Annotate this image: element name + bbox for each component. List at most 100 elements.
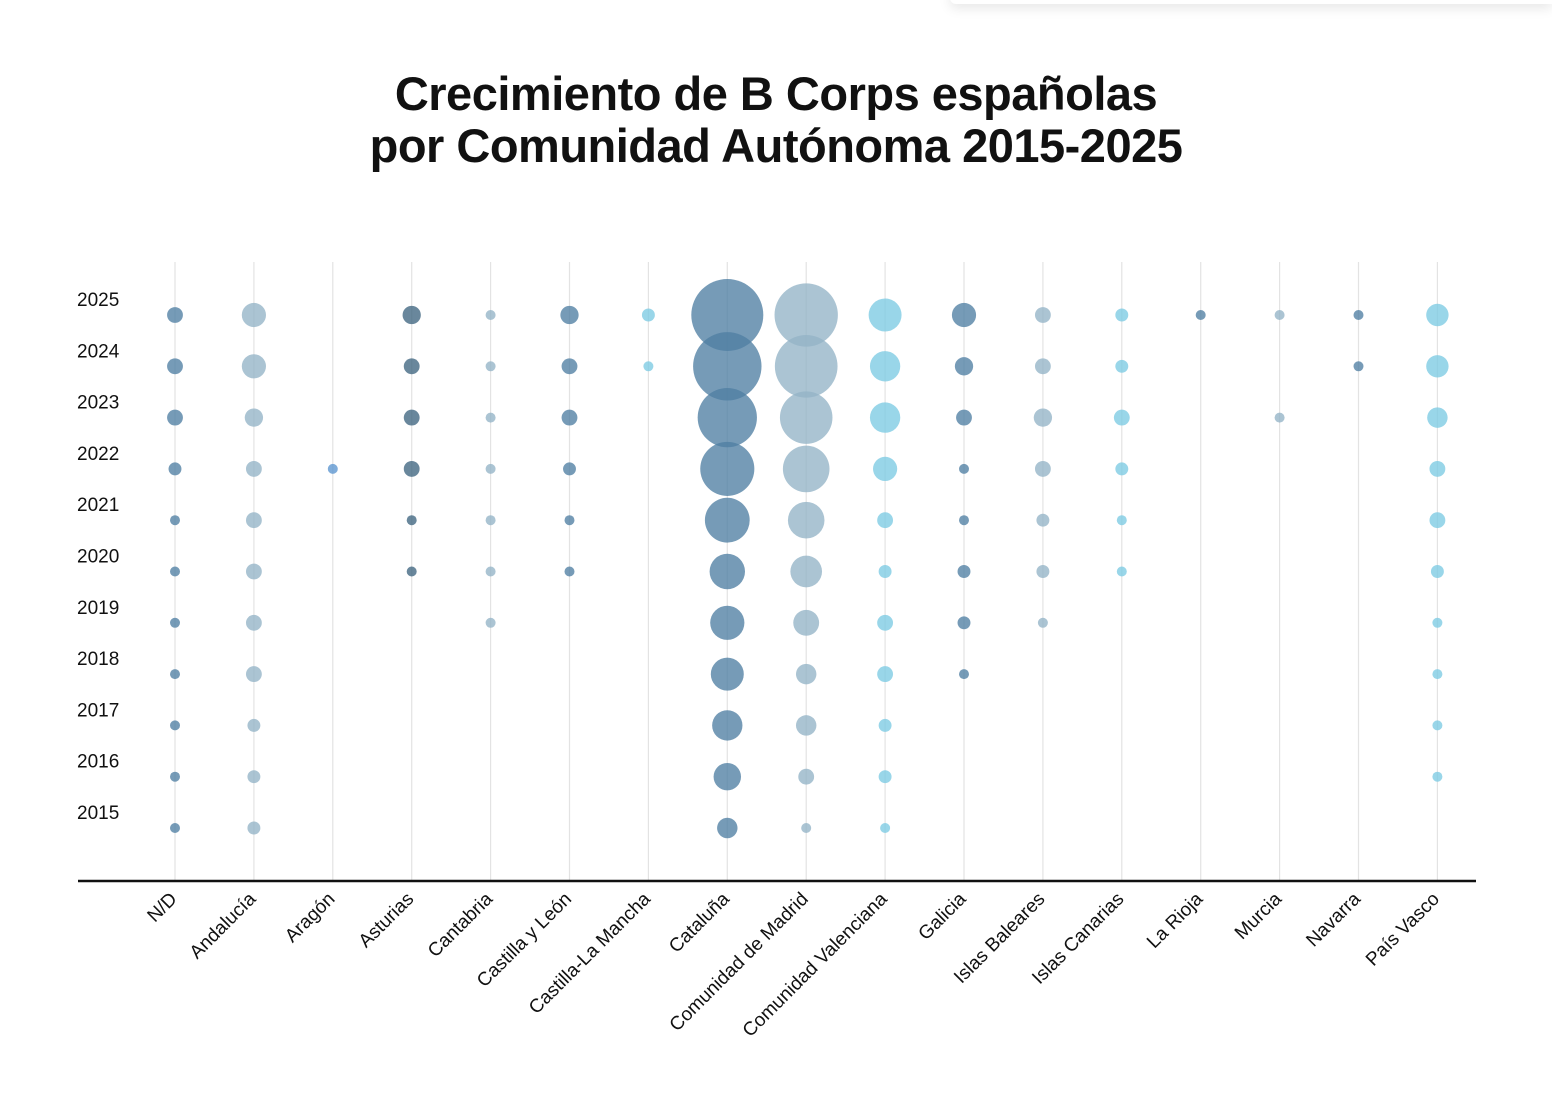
bubble-n-d-2024 xyxy=(167,358,183,375)
y-tick-2023: 2023 xyxy=(77,393,119,414)
bubble-castilla-la-mancha-2024 xyxy=(643,361,654,372)
x-tick-andalucia: Andalucía xyxy=(186,888,261,963)
bubble-comunidad-de-madrid-2023 xyxy=(779,391,833,444)
bubble-pais-vasco-2021 xyxy=(1429,512,1446,529)
bubble-comunidad-valenciana-2015 xyxy=(880,823,891,833)
bubble-cataluna-2019 xyxy=(710,605,745,640)
bubble-andalucia-2025 xyxy=(241,302,266,328)
bubble-comunidad-de-madrid-2021 xyxy=(787,501,825,539)
bubble-galicia-2019 xyxy=(957,616,971,630)
bubble-cataluna-2023 xyxy=(697,387,757,448)
bubble-islas-canarias-2021 xyxy=(1116,515,1127,526)
bubble-castilla-y-leon-2022 xyxy=(563,462,576,476)
bubble-comunidad-de-madrid-2022 xyxy=(782,445,830,493)
bubble-andalucia-2018 xyxy=(245,666,262,683)
bubble-aragon-2022 xyxy=(327,463,338,474)
bubble-castilla-la-mancha-2025 xyxy=(641,308,655,322)
bubble-cantabria-2021 xyxy=(485,515,496,526)
bubble-n-d-2017 xyxy=(170,720,180,731)
bubble-islas-baleares-2022 xyxy=(1034,460,1051,477)
bubble-cantabria-2024 xyxy=(485,361,496,372)
y-axis-tick-labels: 2015 2016 2017 2018 2019 2020 2021 2022 2023 2024… xyxy=(77,290,120,824)
y-tick-2024: 2024 xyxy=(77,341,120,362)
bubble-cataluna-2025 xyxy=(691,279,764,351)
bubble-cantabria-2022 xyxy=(485,463,496,474)
bubble-comunidad-valenciana-2024 xyxy=(869,351,901,382)
bubble-la-rioja-2025 xyxy=(1195,310,1206,320)
bubble-islas-baleares-2020 xyxy=(1036,565,1050,578)
bubble-cantabria-2020 xyxy=(485,566,496,577)
bubble-andalucia-2015 xyxy=(247,821,261,835)
bubble-comunidad-valenciana-2018 xyxy=(877,666,894,683)
bubble-galicia-2025 xyxy=(951,302,977,328)
bubble-andalucia-2022 xyxy=(245,460,262,477)
bubble-comunidad-de-madrid-2017 xyxy=(795,715,817,736)
bubble-n-d-2020 xyxy=(170,566,180,577)
x-tick-pais-vasco: País Vasco xyxy=(1362,889,1444,971)
bubble-comunidad-valenciana-2021 xyxy=(877,512,894,529)
bubble-n-d-2018 xyxy=(170,669,180,680)
bubble-islas-canarias-2024 xyxy=(1115,359,1129,373)
bubble-cataluna-2018 xyxy=(710,657,744,691)
bubble-comunidad-de-madrid-2016 xyxy=(798,768,815,785)
x-tick-comunidad-de-madrid: Comunidad de Madrid xyxy=(666,889,813,1036)
bubble-murcia-2025 xyxy=(1274,310,1285,320)
bubble-n-d-2016 xyxy=(170,771,180,782)
y-tick-2025: 2025 xyxy=(77,290,119,311)
bubble-islas-canarias-2022 xyxy=(1115,462,1129,476)
y-tick-2015: 2015 xyxy=(77,803,119,824)
x-tick-aragon: Aragón xyxy=(281,889,339,947)
y-tick-2020: 2020 xyxy=(77,547,119,568)
bubble-cataluna-2021 xyxy=(704,497,750,543)
x-tick-navarra: Navarra xyxy=(1302,888,1365,951)
bubble-andalucia-2024 xyxy=(241,354,266,379)
bubble-andalucia-2023 xyxy=(244,408,264,427)
x-axis-tick-labels: N/D Andalucía Aragón Asturias CantabriaCasti… xyxy=(144,888,1444,1041)
bubble-cantabria-2023 xyxy=(485,412,496,423)
x-tick-n-d: N/D xyxy=(144,889,182,927)
bubble-castilla-y-leon-2021 xyxy=(564,515,575,526)
bubble-galicia-2018 xyxy=(959,669,969,680)
bubble-navarra-2025 xyxy=(1353,310,1364,320)
bubble-asturias-2025 xyxy=(402,305,421,325)
bubble-pais-vasco-2018 xyxy=(1432,669,1443,680)
bubble-asturias-2021 xyxy=(406,515,417,526)
bubble-navarra-2024 xyxy=(1353,361,1364,372)
bubble-pais-vasco-2016 xyxy=(1432,771,1443,782)
bubble-andalucia-2020 xyxy=(245,563,262,580)
bubble-islas-baleares-2025 xyxy=(1034,307,1051,323)
bubble-cantabria-2019 xyxy=(485,617,496,628)
bubble-islas-baleares-2024 xyxy=(1034,358,1051,375)
y-tick-2016: 2016 xyxy=(77,752,119,773)
bubble-cataluna-2016 xyxy=(713,762,742,791)
bubble-pais-vasco-2017 xyxy=(1432,720,1443,731)
bubble-comunidad-valenciana-2016 xyxy=(878,770,892,784)
bubble-cantabria-2025 xyxy=(485,310,496,320)
bubble-galicia-2021 xyxy=(959,515,969,526)
bubble-comunidad-valenciana-2017 xyxy=(878,718,892,732)
bubble-pais-vasco-2024 xyxy=(1426,355,1449,378)
bubble-andalucia-2017 xyxy=(247,718,261,732)
bubble-castilla-y-leon-2020 xyxy=(564,566,575,577)
bubble-comunidad-de-madrid-2019 xyxy=(793,609,820,636)
bubble-islas-baleares-2019 xyxy=(1037,617,1048,628)
bubble-n-d-2015 xyxy=(170,823,180,833)
bubble-asturias-2022 xyxy=(403,460,420,477)
bubble-galicia-2022 xyxy=(959,463,969,474)
bubbles xyxy=(167,279,1449,839)
bubble-islas-canarias-2023 xyxy=(1113,409,1130,426)
x-tick-murcia: Murcia xyxy=(1231,888,1286,943)
x-tick-galicia: Galicia xyxy=(915,888,971,944)
x-tick-cataluna: Cataluña xyxy=(665,888,734,957)
bubble-comunidad-valenciana-2023 xyxy=(869,402,901,433)
bubble-galicia-2024 xyxy=(954,357,974,376)
bubble-comunidad-de-madrid-2024 xyxy=(774,334,838,398)
bubble-n-d-2019 xyxy=(170,617,180,628)
bubble-comunidad-valenciana-2025 xyxy=(868,298,902,332)
bubble-asturias-2023 xyxy=(403,409,420,426)
bubble-islas-canarias-2020 xyxy=(1116,566,1127,577)
bubble-comunidad-valenciana-2022 xyxy=(873,456,898,481)
x-tick-la-rioja: La Rioja xyxy=(1143,888,1207,952)
bubble-comunidad-de-madrid-2018 xyxy=(795,663,817,685)
